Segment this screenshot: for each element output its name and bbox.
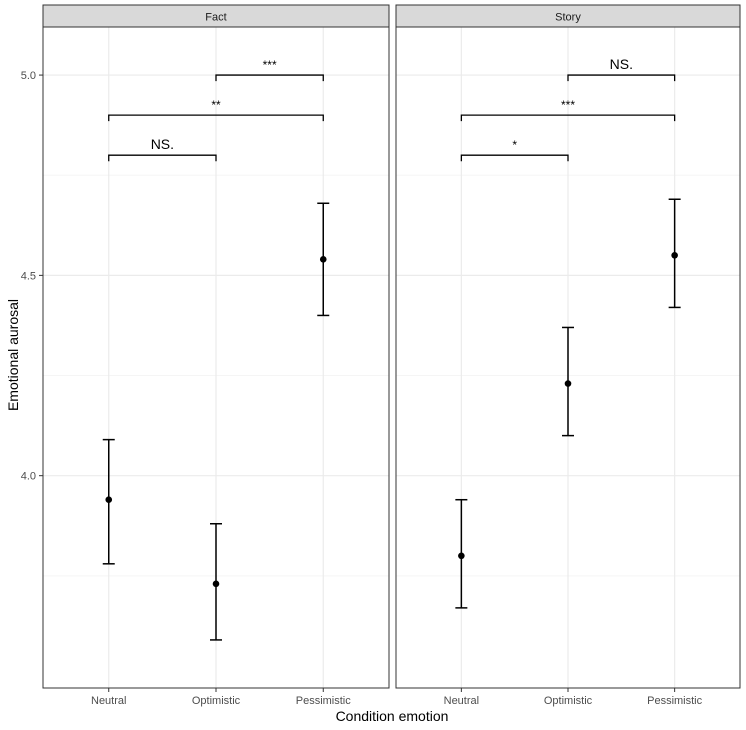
point-neutral [458, 552, 465, 560]
point-neutral [105, 496, 113, 504]
x-tick-label: Neutral [444, 695, 479, 707]
y-tick-label: 5.0 [21, 70, 36, 82]
x-tick-label: Optimistic [544, 695, 593, 707]
significance-bracket [460, 114, 676, 122]
y-tick-label: 4.5 [21, 270, 36, 282]
point-pessimistic [319, 256, 327, 263]
facet-label: Story [555, 12, 581, 24]
y-tick-label: 4.0 [21, 471, 36, 483]
y-axis-title: Emotional aurosal [5, 299, 21, 411]
facet-label: Fact [205, 12, 226, 24]
significance-bracket [460, 154, 569, 162]
x-tick-label: Neutral [91, 695, 126, 707]
panels-layer: Fact 4.0 4.5 5.0 Neutral Optimistic Pessimisti… [21, 4, 741, 707]
point-optimistic [564, 380, 572, 387]
point-pessimistic [671, 252, 678, 259]
x-tick-label: Pessimistic [296, 695, 352, 707]
significance-label: NS. [610, 56, 633, 72]
significance-bracket [108, 154, 217, 162]
x-axis-title: Condition emotion [336, 708, 449, 724]
significance-label: *** [561, 98, 575, 112]
significance-bracket [567, 74, 676, 82]
significance-label: NS. [151, 136, 174, 152]
x-tick-label: Optimistic [192, 695, 241, 707]
significance-bracket [215, 74, 324, 82]
significance-bracket [108, 114, 324, 122]
significance-label: * [512, 138, 517, 152]
panel-fact: Fact 4.0 4.5 5.0 Neutral Optimistic Pessimisti… [21, 4, 390, 707]
point-optimistic [212, 580, 220, 588]
x-tick-label: Pessimistic [647, 695, 703, 707]
significance-label: ** [211, 98, 221, 112]
significance-label: *** [263, 58, 277, 72]
